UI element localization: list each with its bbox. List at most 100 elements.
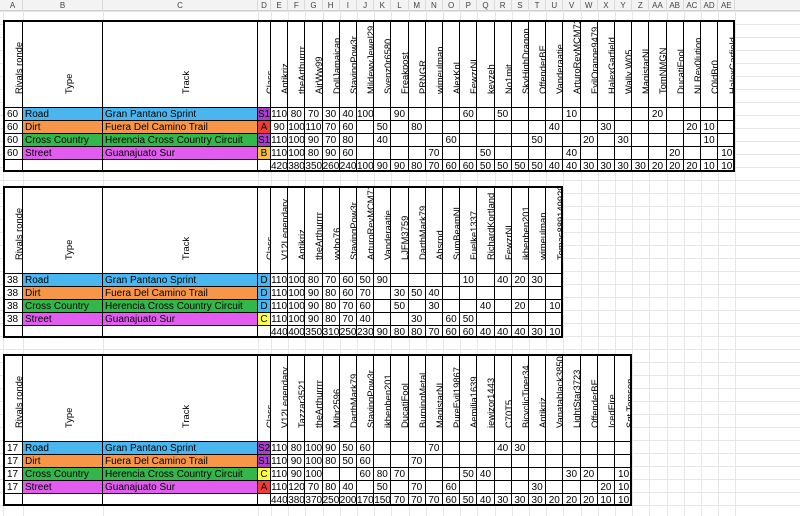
cell-score[interactable] <box>632 147 650 160</box>
total-score[interactable]: 310 <box>322 326 340 337</box>
cell-score[interactable] <box>581 147 598 160</box>
cell-rivals-ronde[interactable]: 38 <box>3 287 23 300</box>
cell-score[interactable]: 70 <box>323 134 340 147</box>
cell-score[interactable]: 30 <box>598 121 615 134</box>
header-player[interactable]: PRNGR <box>409 22 426 107</box>
cell-rivals-ronde[interactable]: 60 <box>3 108 23 121</box>
total-score[interactable]: 30 <box>529 494 547 505</box>
column-header-w[interactable]: W <box>581 0 598 11</box>
header-player[interactable]: C70T5 <box>495 356 512 441</box>
cell-score[interactable]: 10 <box>701 121 719 134</box>
cell-score[interactable] <box>443 300 461 313</box>
cell-type[interactable]: Street <box>23 147 103 160</box>
header-player[interactable]: DucatiFool <box>391 356 409 441</box>
cell-score[interactable]: 40 <box>477 468 495 481</box>
cell-type[interactable]: Dirt <box>23 455 103 468</box>
cell-type[interactable]: Cross Country <box>23 468 103 481</box>
cell-score[interactable] <box>409 134 426 147</box>
column-header-ae[interactable]: AE <box>718 0 736 11</box>
cell-score[interactable]: 40 <box>340 481 357 494</box>
cell-score[interactable]: 90 <box>271 121 289 134</box>
cell-score[interactable] <box>546 468 564 481</box>
cell-score[interactable] <box>529 147 547 160</box>
cell-score[interactable]: 40 <box>495 442 512 455</box>
cell-score[interactable]: 70 <box>357 287 375 300</box>
header-player[interactable]: Sgt Tomson <box>615 356 633 441</box>
cell-score[interactable] <box>684 147 701 160</box>
cell-score[interactable]: 20 <box>649 108 667 121</box>
cell-score[interactable]: 110 <box>271 313 289 326</box>
cell-score[interactable] <box>477 442 495 455</box>
cell-class[interactable]: S1 <box>258 108 271 121</box>
column-header-x[interactable]: X <box>598 0 615 11</box>
cell-type[interactable]: Road <box>23 108 103 121</box>
total-score[interactable]: 20 <box>546 494 564 505</box>
cell-score[interactable]: 110 <box>271 147 289 160</box>
header-player[interactable]: FewzrNL <box>495 188 512 273</box>
cell-score[interactable] <box>512 287 529 300</box>
cell-score[interactable] <box>374 442 392 455</box>
cell-score[interactable] <box>495 313 512 326</box>
cell-score[interactable] <box>598 108 615 121</box>
cell-score[interactable] <box>563 134 581 147</box>
cell-class[interactable]: D <box>258 300 271 313</box>
cell-score[interactable] <box>581 121 598 134</box>
cell-score[interactable] <box>460 455 478 468</box>
cell-score[interactable]: 110 <box>271 455 289 468</box>
cell-score[interactable]: 80 <box>323 481 340 494</box>
cell-score[interactable]: 110 <box>305 121 323 134</box>
total-score[interactable]: 40 <box>477 326 495 337</box>
cell-rivals-ronde[interactable]: 17 <box>3 442 23 455</box>
cell-score[interactable] <box>667 121 684 134</box>
header-player[interactable]: wybo76 <box>323 188 340 273</box>
header-player[interactable]: AirWw99 <box>305 22 323 107</box>
header-class[interactable]: Class <box>258 188 271 273</box>
cell-type[interactable]: Dirt <box>23 121 103 134</box>
total-score[interactable]: 200 <box>339 494 357 505</box>
header-player[interactable]: Vanderaatje <box>374 188 392 273</box>
cell-score[interactable] <box>546 481 564 494</box>
cell-rivals-ronde[interactable]: 17 <box>3 481 23 494</box>
cell-score[interactable]: 90 <box>374 274 392 287</box>
cell-score[interactable]: 30 <box>615 134 633 147</box>
column-header-n[interactable]: N <box>426 0 443 11</box>
column-header-m[interactable]: M <box>409 0 426 11</box>
cell-rivals-ronde[interactable]: 17 <box>3 468 23 481</box>
total-score[interactable]: 10 <box>598 494 615 505</box>
total-score[interactable]: 380 <box>288 494 306 505</box>
cell-score[interactable] <box>615 121 633 134</box>
cell-score[interactable] <box>495 468 512 481</box>
cell-class[interactable]: D <box>258 274 271 287</box>
header-player[interactable]: RichardKortland <box>477 188 495 273</box>
cell-score[interactable]: 30 <box>391 287 409 300</box>
cell-score[interactable] <box>581 108 598 121</box>
cell-score[interactable] <box>460 481 478 494</box>
column-header-p[interactable]: P <box>460 0 478 11</box>
total-score[interactable]: 80 <box>391 326 409 337</box>
header-rivals-ronde[interactable]: Rivals ronde <box>3 356 23 441</box>
header-player[interactable]: DarthMark79 <box>409 188 426 273</box>
total-score[interactable]: 90 <box>374 160 392 171</box>
cell-score[interactable]: 10 <box>701 134 719 147</box>
total-score[interactable]: 40 <box>512 326 529 337</box>
header-player[interactable]: TomNMGN <box>649 22 667 107</box>
header-track[interactable]: Track <box>103 188 258 273</box>
total-score[interactable]: 40 <box>495 326 512 337</box>
cell-score[interactable]: 60 <box>340 274 357 287</box>
header-player[interactable]: MagistarNL <box>632 22 650 107</box>
header-player[interactable]: Tazzar3521 <box>288 356 306 441</box>
cell-score[interactable]: 100 <box>288 134 306 147</box>
cell-score[interactable] <box>512 147 529 160</box>
cell-score[interactable] <box>615 108 633 121</box>
header-player[interactable]: ArturoReyMCM71 <box>357 188 375 273</box>
cell-score[interactable] <box>546 442 564 455</box>
cell-score[interactable]: 110 <box>271 468 289 481</box>
cell-score[interactable]: 30 <box>409 313 426 326</box>
cell-score[interactable] <box>546 134 564 147</box>
cell-score[interactable]: 40 <box>477 300 495 313</box>
cell-score[interactable]: 20 <box>581 134 598 147</box>
header-player[interactable]: Tomas889149929 <box>546 188 564 273</box>
cell-score[interactable] <box>529 313 547 326</box>
header-player[interactable]: FewzrNL <box>460 22 478 107</box>
cell-score[interactable]: 40 <box>357 313 375 326</box>
